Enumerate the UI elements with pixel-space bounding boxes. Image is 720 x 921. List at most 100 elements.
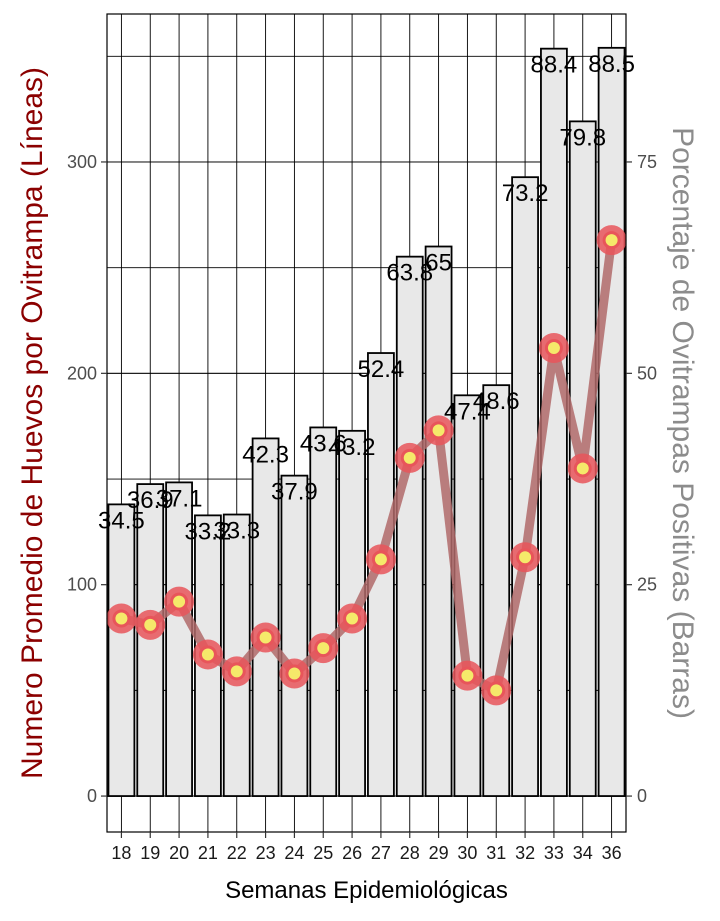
- bar: [251, 437, 280, 797]
- bar: [395, 255, 424, 797]
- x-tick-label: 24: [284, 843, 304, 863]
- left-y-tick-label: 100: [67, 575, 97, 595]
- x-axis: 18 19 20 21 22 23 24 25 26 27 28 29 30 31 32 33 34 36: [111, 832, 622, 863]
- line-point: [250, 622, 281, 653]
- point-center: [432, 424, 445, 437]
- left-y-tick-label: 300: [67, 152, 97, 172]
- bar: [107, 503, 136, 797]
- point-center: [374, 553, 387, 566]
- left-y-axis: 0 100 200 300: [67, 152, 107, 806]
- x-tick-label: 25: [313, 843, 333, 863]
- bar-value-labels: 34.536.937.1 33.233.3 42.3 37.9 43.643.2 52.4…: [98, 51, 635, 546]
- x-tick-label: 31: [486, 843, 506, 863]
- bar-value-label: 47.4: [444, 398, 491, 425]
- point-center: [576, 462, 589, 475]
- right-y-tick-label: 50: [637, 363, 657, 383]
- left-y-tick-label: 200: [67, 363, 97, 383]
- x-tick-label: 36: [602, 843, 622, 863]
- x-tick-label: 22: [227, 843, 247, 863]
- right-y-tick-label: 75: [637, 152, 657, 172]
- bar-value-label: 33.3: [213, 518, 260, 545]
- x-tick-label: 27: [371, 843, 391, 863]
- bar: [136, 483, 165, 797]
- line-point: [510, 542, 541, 573]
- bar: [597, 46, 626, 797]
- line-point: [279, 658, 310, 689]
- bar-value-label: 37.1: [156, 485, 203, 512]
- line-point: [423, 415, 454, 446]
- line-point: [308, 633, 339, 664]
- line-point: [596, 225, 627, 256]
- line-point: [481, 675, 512, 706]
- right-y-tick-label: 0: [637, 786, 647, 806]
- bar-value-label: 88.5: [588, 51, 635, 78]
- line-point: [135, 609, 166, 640]
- left-y-axis-title: Numero Promedio de Huevos por Ovitrampa …: [16, 67, 49, 779]
- bar-value-label: 42.3: [242, 441, 289, 468]
- x-tick-label: 18: [111, 843, 131, 863]
- bar-value-label: 73.2: [502, 180, 549, 207]
- right-y-axis: 0 25 50 75: [626, 152, 657, 806]
- line-point: [365, 544, 396, 575]
- point-center: [346, 612, 359, 625]
- line-point: [452, 660, 483, 691]
- point-center: [230, 665, 243, 678]
- bar: [309, 426, 338, 797]
- line-markers: [106, 225, 627, 706]
- right-y-tick-label: 25: [637, 575, 657, 595]
- bar-value-label: 34.5: [98, 507, 145, 534]
- bars: [107, 46, 626, 797]
- point-center: [259, 631, 272, 644]
- point-center: [519, 551, 532, 564]
- x-tick-label: 20: [169, 843, 189, 863]
- point-center: [144, 618, 157, 631]
- point-center: [173, 595, 186, 608]
- x-tick-label: 34: [573, 843, 593, 863]
- line-point: [567, 453, 598, 484]
- bar-value-label: 43.2: [329, 434, 376, 461]
- x-tick-label: 26: [342, 843, 362, 863]
- x-tick-label: 29: [429, 843, 449, 863]
- bar-value-label: 36.9: [127, 487, 174, 514]
- point-center: [115, 612, 128, 625]
- x-tick-label: 32: [515, 843, 535, 863]
- bar-value-label: 33.2: [185, 518, 232, 545]
- point-center: [317, 642, 330, 655]
- line-point: [538, 332, 569, 363]
- line-point: [337, 603, 368, 634]
- bar-value-label: 48.6: [473, 388, 520, 415]
- bar-value-label: 63.8: [386, 260, 433, 287]
- line-point: [106, 603, 137, 634]
- line-point: [192, 639, 223, 670]
- left-y-tick-label: 0: [87, 786, 97, 806]
- point-center: [201, 648, 214, 661]
- bar-value-label: 79.8: [559, 124, 606, 151]
- plot-panel-border: [106, 13, 627, 833]
- x-tick-label: 28: [400, 843, 420, 863]
- x-tick-label: 33: [544, 843, 564, 863]
- point-center: [490, 684, 503, 697]
- bar-value-label: 37.9: [271, 479, 318, 506]
- point-center: [288, 667, 301, 680]
- line-point: [164, 586, 195, 617]
- bar-value-label: 52.4: [358, 356, 405, 383]
- x-tick-label: 21: [198, 843, 218, 863]
- point-center: [605, 234, 618, 247]
- bar: [165, 481, 193, 797]
- x-tick-label: 30: [457, 843, 477, 863]
- bar-value-label: 65: [425, 250, 452, 277]
- x-tick-label: 23: [256, 843, 276, 863]
- right-y-axis-title: Porcentaje de Ovitrampas Positivas (Barr…: [666, 127, 699, 719]
- x-tick-label: 19: [140, 843, 160, 863]
- line-point: [221, 656, 252, 687]
- bar-value-label: 88.4: [531, 52, 578, 79]
- bar: [482, 384, 511, 797]
- bar: [280, 474, 309, 797]
- line-point: [394, 442, 425, 473]
- point-center: [403, 451, 416, 464]
- bar-value-label: 43.6: [300, 430, 347, 457]
- x-axis-title: Semanas Epidemiológicas: [225, 877, 508, 904]
- point-center: [547, 341, 560, 354]
- point-center: [461, 669, 474, 682]
